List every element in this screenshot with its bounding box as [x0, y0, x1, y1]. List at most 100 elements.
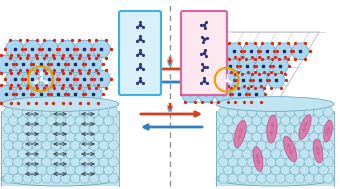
- Polygon shape: [98, 157, 109, 167]
- Polygon shape: [167, 56, 173, 64]
- Polygon shape: [36, 116, 47, 125]
- Polygon shape: [294, 108, 305, 117]
- Polygon shape: [89, 124, 100, 133]
- Polygon shape: [318, 116, 329, 125]
- Polygon shape: [27, 165, 38, 175]
- Polygon shape: [280, 116, 291, 125]
- Ellipse shape: [234, 120, 246, 148]
- Polygon shape: [289, 149, 301, 158]
- Polygon shape: [41, 124, 52, 133]
- Polygon shape: [323, 140, 334, 150]
- Polygon shape: [313, 108, 324, 117]
- Polygon shape: [32, 157, 42, 167]
- Polygon shape: [275, 174, 286, 183]
- Polygon shape: [299, 116, 310, 125]
- Polygon shape: [258, 43, 277, 60]
- Polygon shape: [41, 174, 52, 183]
- Polygon shape: [74, 116, 85, 125]
- Polygon shape: [237, 124, 248, 133]
- Polygon shape: [313, 124, 324, 133]
- Polygon shape: [237, 108, 248, 117]
- Polygon shape: [0, 85, 16, 103]
- Polygon shape: [5, 40, 25, 58]
- Polygon shape: [17, 165, 28, 175]
- Polygon shape: [51, 157, 62, 167]
- Polygon shape: [246, 174, 258, 183]
- Polygon shape: [31, 55, 51, 73]
- Polygon shape: [299, 132, 310, 142]
- FancyBboxPatch shape: [119, 11, 161, 95]
- Polygon shape: [294, 140, 305, 150]
- Polygon shape: [267, 71, 286, 88]
- Polygon shape: [89, 140, 100, 150]
- Polygon shape: [285, 174, 296, 183]
- Polygon shape: [294, 124, 305, 133]
- Polygon shape: [94, 132, 104, 142]
- Polygon shape: [51, 140, 62, 150]
- Polygon shape: [251, 165, 262, 175]
- Polygon shape: [237, 57, 256, 74]
- Polygon shape: [181, 86, 200, 102]
- Ellipse shape: [1, 97, 119, 111]
- Ellipse shape: [284, 136, 296, 162]
- Polygon shape: [36, 132, 47, 142]
- Polygon shape: [218, 174, 229, 183]
- Polygon shape: [3, 140, 14, 150]
- Polygon shape: [60, 157, 71, 167]
- Polygon shape: [60, 174, 71, 183]
- Polygon shape: [289, 116, 301, 125]
- Polygon shape: [246, 108, 258, 117]
- Polygon shape: [270, 149, 282, 158]
- Polygon shape: [31, 85, 51, 103]
- Polygon shape: [79, 174, 90, 183]
- Polygon shape: [218, 140, 229, 150]
- Polygon shape: [83, 55, 103, 73]
- Polygon shape: [51, 108, 62, 117]
- Polygon shape: [103, 132, 114, 142]
- Polygon shape: [304, 174, 315, 183]
- Polygon shape: [108, 108, 119, 117]
- Polygon shape: [285, 124, 296, 133]
- Polygon shape: [285, 157, 296, 167]
- Polygon shape: [89, 108, 100, 117]
- Polygon shape: [232, 149, 243, 158]
- Polygon shape: [234, 71, 253, 88]
- Polygon shape: [242, 116, 253, 125]
- Polygon shape: [275, 140, 286, 150]
- Bar: [216, 111, 334, 186]
- Polygon shape: [89, 174, 100, 183]
- Polygon shape: [167, 60, 173, 66]
- Polygon shape: [13, 174, 23, 183]
- Polygon shape: [51, 174, 62, 183]
- Polygon shape: [232, 116, 243, 125]
- Polygon shape: [256, 140, 267, 150]
- Polygon shape: [308, 165, 320, 175]
- Polygon shape: [70, 108, 81, 117]
- Polygon shape: [41, 108, 52, 117]
- Polygon shape: [46, 132, 57, 142]
- Polygon shape: [323, 174, 334, 183]
- Polygon shape: [232, 165, 243, 175]
- Polygon shape: [313, 157, 324, 167]
- Polygon shape: [275, 108, 286, 117]
- Polygon shape: [251, 132, 262, 142]
- Polygon shape: [22, 140, 33, 150]
- Polygon shape: [280, 132, 291, 142]
- Polygon shape: [94, 165, 104, 175]
- Polygon shape: [204, 57, 223, 74]
- Ellipse shape: [1, 171, 119, 186]
- Polygon shape: [13, 108, 23, 117]
- Polygon shape: [98, 124, 109, 133]
- Polygon shape: [227, 124, 239, 133]
- Polygon shape: [91, 40, 111, 58]
- Polygon shape: [313, 140, 324, 150]
- Polygon shape: [46, 165, 57, 175]
- Polygon shape: [84, 149, 95, 158]
- FancyBboxPatch shape: [181, 11, 227, 95]
- Polygon shape: [323, 124, 334, 133]
- Ellipse shape: [253, 147, 263, 171]
- Polygon shape: [256, 174, 267, 183]
- Polygon shape: [17, 132, 28, 142]
- Polygon shape: [13, 85, 33, 103]
- Polygon shape: [22, 108, 33, 117]
